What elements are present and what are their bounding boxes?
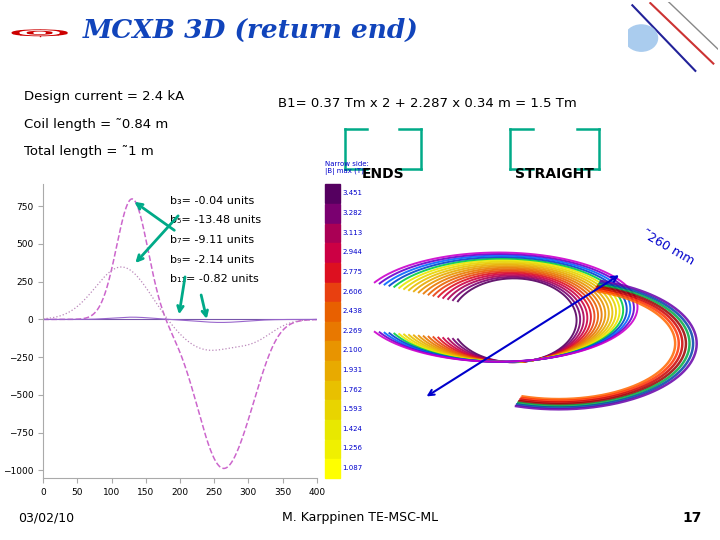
Bar xyxy=(325,302,340,321)
Text: 2.438: 2.438 xyxy=(342,308,362,314)
Text: 2.944: 2.944 xyxy=(342,249,362,255)
Text: 1.931: 1.931 xyxy=(342,367,362,373)
Text: 1.424: 1.424 xyxy=(342,426,362,432)
Bar xyxy=(325,440,340,458)
Circle shape xyxy=(34,32,45,33)
Bar xyxy=(325,224,340,242)
Text: Coil length = ˜0.84 m: Coil length = ˜0.84 m xyxy=(24,118,168,131)
Text: MCXB 3D (return end): MCXB 3D (return end) xyxy=(83,18,418,43)
Bar xyxy=(325,341,340,360)
Text: 1.762: 1.762 xyxy=(342,387,362,393)
Bar xyxy=(325,282,340,301)
Bar xyxy=(325,381,340,400)
Text: STRAIGHT: STRAIGHT xyxy=(516,167,594,181)
Circle shape xyxy=(20,31,59,35)
Bar xyxy=(325,361,340,380)
Text: M. Karppinen TE-MSC-ML: M. Karppinen TE-MSC-ML xyxy=(282,511,438,524)
Bar xyxy=(325,244,340,262)
Text: 3.282: 3.282 xyxy=(342,210,362,216)
Bar xyxy=(325,185,340,203)
Text: Narrow side:
|B| max (T): Narrow side: |B| max (T) xyxy=(325,161,369,175)
Text: Total length = ˜1 m: Total length = ˜1 m xyxy=(24,145,154,158)
Text: 1.593: 1.593 xyxy=(342,406,362,412)
Text: 1.087: 1.087 xyxy=(342,465,362,471)
Bar xyxy=(325,204,340,223)
Circle shape xyxy=(27,31,52,34)
Text: 3.113: 3.113 xyxy=(342,230,362,235)
Text: 2.775: 2.775 xyxy=(342,269,362,275)
Text: b₁₁= -0.82 units: b₁₁= -0.82 units xyxy=(170,274,258,284)
Text: b₃= -0.04 units: b₃= -0.04 units xyxy=(170,195,254,206)
Text: 2.606: 2.606 xyxy=(342,288,362,294)
Text: 1.256: 1.256 xyxy=(342,446,362,451)
Text: ENDS: ENDS xyxy=(361,167,405,181)
Text: Design current = 2.4 kA: Design current = 2.4 kA xyxy=(24,90,184,103)
Circle shape xyxy=(625,25,657,51)
Bar xyxy=(325,322,340,341)
Text: b₉= -2.14 units: b₉= -2.14 units xyxy=(170,254,254,265)
Text: b₅= -13.48 units: b₅= -13.48 units xyxy=(170,215,261,225)
Text: b₇= -9.11 units: b₇= -9.11 units xyxy=(170,235,254,245)
Text: ˜260 mm: ˜260 mm xyxy=(639,227,696,267)
Bar xyxy=(325,400,340,419)
Bar xyxy=(325,459,340,478)
Text: 03/02/10: 03/02/10 xyxy=(18,511,74,524)
Text: B1= 0.37 Tm x 2 + 2.287 x 0.34 m = 1.5 Tm: B1= 0.37 Tm x 2 + 2.287 x 0.34 m = 1.5 T… xyxy=(278,97,577,110)
Bar xyxy=(325,263,340,282)
Text: 17: 17 xyxy=(683,511,702,525)
Text: 3.451: 3.451 xyxy=(342,191,362,197)
Text: 2.100: 2.100 xyxy=(342,347,362,353)
Circle shape xyxy=(12,30,67,36)
Bar xyxy=(325,420,340,438)
Text: 2.269: 2.269 xyxy=(342,328,362,334)
